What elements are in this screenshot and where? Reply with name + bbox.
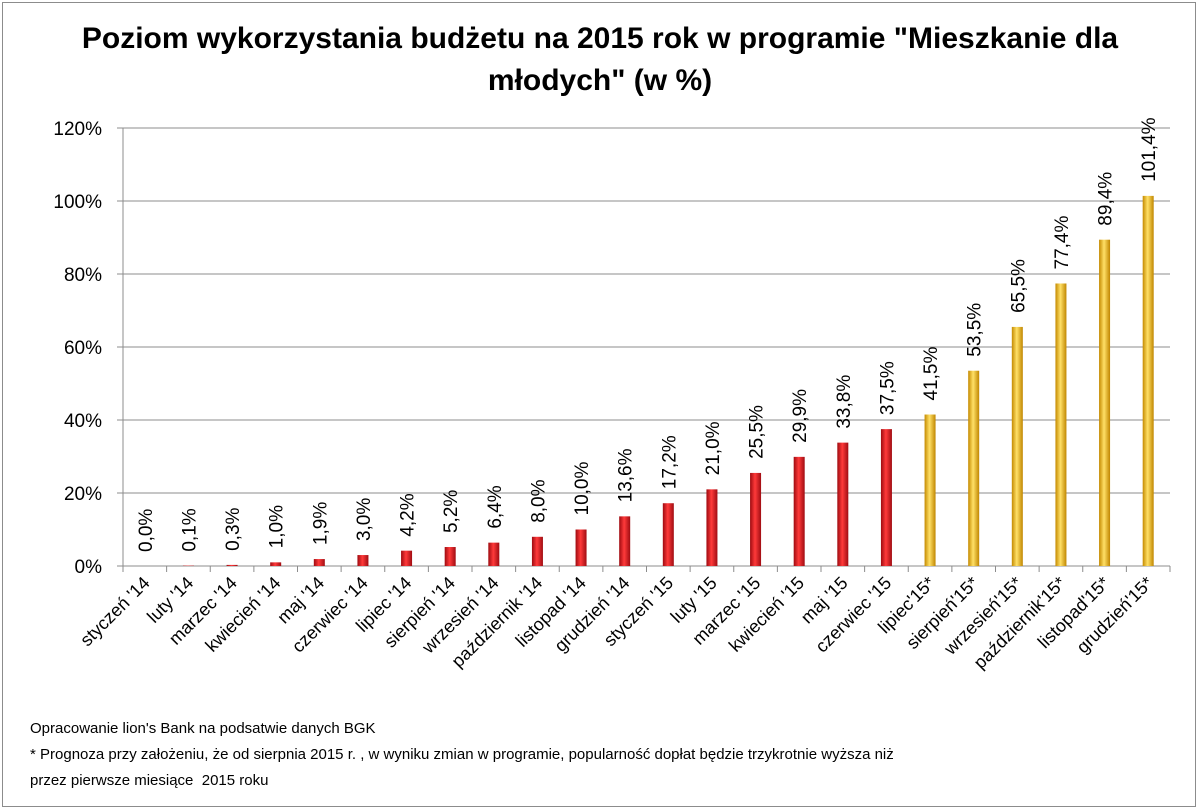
y-tick-label: 40% [64,411,102,432]
chart-notes: Opracowanie lion's Bank na podsatwie dan… [30,716,1180,794]
value-labels: 0,0% 0,1% 0,3% 1,0% 1,9% 3,0% 4,2% 5,2% 6,4% 8,0%… [136,117,1160,552]
value-label: 21,0% [703,421,724,475]
value-label: 65,5% [1008,259,1029,313]
y-axis: 0% 20% 40% 60% 80% 100% 120% [53,119,1171,578]
bar-forecast [924,414,936,566]
value-label: 0,1% [179,508,200,551]
source-note: Opracowanie lion's Bank na podsatwie dan… [30,720,376,737]
bar-actual [313,559,325,566]
bar-actual [793,456,805,566]
value-label: 4,2% [398,493,419,536]
chart-title: Poziom wykorzystania budżetu na 2015 rok… [0,18,1200,102]
value-label: 8,0% [528,479,549,522]
bar-actual [575,529,587,566]
value-label: 29,9% [790,389,811,443]
bar-forecast [1011,326,1023,566]
bar-actual [750,472,762,566]
value-label: 1,9% [310,502,331,545]
y-tick-label: 60% [64,338,102,359]
bar-actual [619,516,631,566]
value-label: 1,0% [267,505,288,548]
value-label: 33,8% [834,375,855,429]
bar-actual [837,442,849,566]
value-label: 89,4% [1096,172,1117,226]
value-label: 101,4% [1139,117,1160,182]
value-label: 0,0% [136,509,157,552]
bar-forecast [1099,239,1111,566]
value-label: 13,6% [616,448,637,502]
y-tick-label: 20% [64,484,102,505]
chart-title-line2: młodych" (w %) [487,64,713,97]
value-label: 0,3% [223,507,244,550]
bar-actual [531,536,543,566]
y-tick-label: 80% [64,265,102,286]
value-label: 53,5% [965,303,986,357]
value-label: 41,5% [921,347,942,401]
y-tick-label: 120% [53,119,102,140]
bar-actual [488,542,500,566]
bar-actual [662,503,674,566]
y-tick-label: 100% [53,192,102,213]
value-label: 10,0% [572,462,593,516]
bar-forecast [968,370,980,566]
bar-actual [270,562,282,566]
bar-forecast [1142,195,1154,566]
bar-forecast [1055,283,1067,566]
footnote-line2: przez pierwsze miesiące 2015 roku [30,772,269,789]
value-label: 3,0% [354,498,375,541]
footnote-line1: * Prognoza przy założeniu, że od sierpni… [30,746,894,763]
value-label: 77,4% [1052,216,1073,270]
bar-actual [357,555,369,566]
value-label: 25,5% [747,405,768,459]
bar-actual [226,564,238,566]
bar-actual [706,489,718,566]
value-label: 37,5% [877,361,898,415]
y-tick-label: 0% [75,557,103,578]
value-label: 17,2% [659,435,680,489]
bar-actual [401,550,413,566]
chart-title-line1: Poziom wykorzystania budżetu na 2015 rok… [81,22,1119,55]
value-label: 6,4% [485,485,506,528]
value-label: 5,2% [441,490,462,533]
bar-actual [880,429,892,566]
x-tick-label: styczeń '14 [76,573,153,650]
bars [182,195,1154,566]
bar-actual [444,547,456,566]
